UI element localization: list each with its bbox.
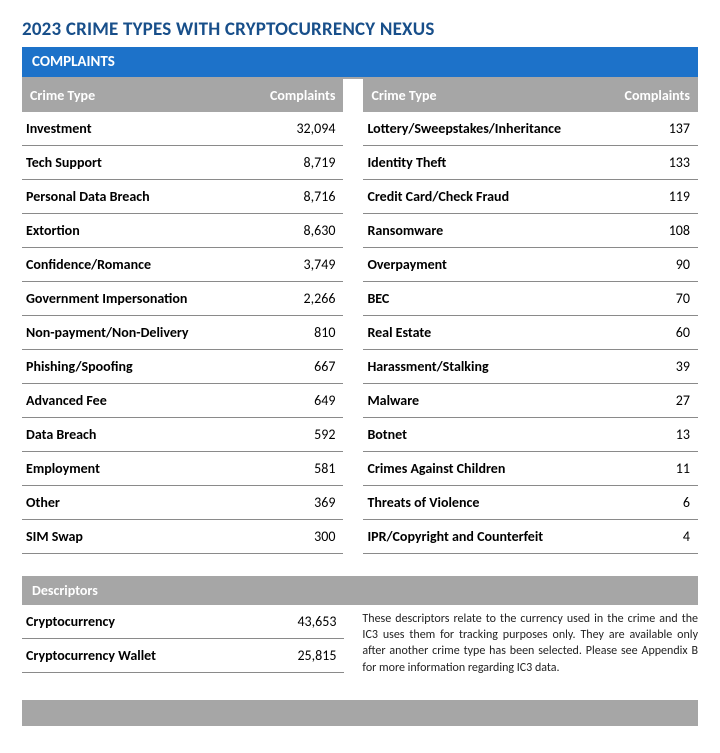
crime-type-cell: Malware — [363, 384, 604, 418]
crime-type-cell: Phishing/Spoofing — [22, 350, 241, 384]
complaints-cell: 8,716 — [241, 180, 344, 214]
complaints-cell: 8,719 — [241, 146, 344, 180]
crime-type-cell: IPR/Copyright and Counterfeit — [363, 520, 604, 554]
col-header-crime-type: Crime Type — [22, 79, 241, 112]
complaints-cell: 810 — [241, 316, 344, 350]
descriptor-label: Cryptocurrency Wallet — [22, 639, 235, 673]
complaints-cell: 108 — [604, 214, 698, 248]
descriptor-count: 43,653 — [235, 605, 345, 639]
complaints-cell: 137 — [604, 112, 698, 146]
descriptor-count: 25,815 — [235, 639, 345, 673]
complaints-cell: 90 — [604, 248, 698, 282]
complaints-cell: 3,749 — [241, 248, 344, 282]
crime-type-cell: Harassment/Stalking — [363, 350, 604, 384]
table-row: Advanced Fee649 — [22, 384, 343, 418]
complaints-cell: 369 — [241, 486, 344, 520]
crime-type-cell: Real Estate — [363, 316, 604, 350]
crime-type-cell: Extortion — [22, 214, 241, 248]
table-row: Other369 — [22, 486, 343, 520]
complaints-cell: 581 — [241, 452, 344, 486]
complaints-cell: 8,630 — [241, 214, 344, 248]
table-row: Employment581 — [22, 452, 343, 486]
crime-type-cell: Botnet — [363, 418, 604, 452]
footer-bar — [22, 700, 698, 726]
complaints-cell: 649 — [241, 384, 344, 418]
crime-type-cell: Other — [22, 486, 241, 520]
table-row: Overpayment90 — [363, 248, 698, 282]
crime-type-cell: Data Breach — [22, 418, 241, 452]
table-row: Investment32,094 — [22, 112, 343, 146]
table-row: BEC70 — [363, 282, 698, 316]
table-row: Threats of Violence6 — [363, 486, 698, 520]
crime-type-cell: Confidence/Romance — [22, 248, 241, 282]
complaints-cell: 119 — [604, 180, 698, 214]
crime-type-cell: SIM Swap — [22, 520, 241, 554]
col-header-complaints: Complaints — [604, 79, 698, 112]
complaints-cell: 13 — [604, 418, 698, 452]
table-row: Lottery/Sweepstakes/Inheritance137 — [363, 112, 698, 146]
crime-type-cell: Investment — [22, 112, 241, 146]
crime-type-cell: Employment — [22, 452, 241, 486]
table-row: Botnet13 — [363, 418, 698, 452]
table-row: Personal Data Breach8,716 — [22, 180, 343, 214]
complaints-table-right: Crime Type Complaints Lottery/Sweepstake… — [363, 79, 698, 554]
crime-type-cell: Lottery/Sweepstakes/Inheritance — [363, 112, 604, 146]
crime-type-cell: Credit Card/Check Fraud — [363, 180, 604, 214]
table-row: Ransomware108 — [363, 214, 698, 248]
descriptor-label: Cryptocurrency — [22, 605, 235, 639]
crime-type-cell: Advanced Fee — [22, 384, 241, 418]
complaints-cell: 4 — [604, 520, 698, 554]
col-header-crime-type: Crime Type — [363, 79, 604, 112]
table-row: Malware27 — [363, 384, 698, 418]
crime-type-cell: Identity Theft — [363, 146, 604, 180]
descriptors-table: Cryptocurrency43,653Cryptocurrency Walle… — [22, 605, 344, 673]
table-row: Confidence/Romance3,749 — [22, 248, 343, 282]
table-row: Harassment/Stalking39 — [363, 350, 698, 384]
complaints-cell: 27 — [604, 384, 698, 418]
table-row: IPR/Copyright and Counterfeit4 — [363, 520, 698, 554]
descriptors-header: Descriptors — [22, 576, 698, 605]
crime-type-cell: Tech Support — [22, 146, 241, 180]
complaints-tables: Crime Type Complaints Investment32,094Te… — [22, 79, 698, 554]
complaints-cell: 70 — [604, 282, 698, 316]
col-header-complaints: Complaints — [241, 79, 344, 112]
table-row: Data Breach592 — [22, 418, 343, 452]
table-row: Credit Card/Check Fraud119 — [363, 180, 698, 214]
complaints-cell: 11 — [604, 452, 698, 486]
table-row: Phishing/Spoofing667 — [22, 350, 343, 384]
table-row: Cryptocurrency Wallet25,815 — [22, 639, 344, 673]
table-row: Cryptocurrency43,653 — [22, 605, 344, 639]
crime-type-cell: Ransomware — [363, 214, 604, 248]
complaints-cell: 133 — [604, 146, 698, 180]
crime-type-cell: BEC — [363, 282, 604, 316]
complaints-cell: 667 — [241, 350, 344, 384]
descriptors-section: Cryptocurrency43,653Cryptocurrency Walle… — [22, 605, 698, 676]
complaints-cell: 2,266 — [241, 282, 344, 316]
table-row: Tech Support8,719 — [22, 146, 343, 180]
crime-type-cell: Overpayment — [363, 248, 604, 282]
complaints-cell: 6 — [604, 486, 698, 520]
crime-type-cell: Crimes Against Children — [363, 452, 604, 486]
table-row: Government Impersonation2,266 — [22, 282, 343, 316]
complaints-table-left: Crime Type Complaints Investment32,094Te… — [22, 79, 343, 554]
complaints-cell: 300 — [241, 520, 344, 554]
complaints-cell: 60 — [604, 316, 698, 350]
table-row: Crimes Against Children11 — [363, 452, 698, 486]
crime-type-cell: Government Impersonation — [22, 282, 241, 316]
complaints-banner: COMPLAINTS — [22, 47, 698, 79]
complaints-cell: 32,094 — [241, 112, 344, 146]
complaints-cell: 39 — [604, 350, 698, 384]
crime-type-cell: Threats of Violence — [363, 486, 604, 520]
table-row: Identity Theft133 — [363, 146, 698, 180]
page-title: 2023 CRIME TYPES WITH CRYPTOCURRENCY NEX… — [22, 18, 698, 41]
complaints-cell: 592 — [241, 418, 344, 452]
crime-type-cell: Personal Data Breach — [22, 180, 241, 214]
descriptors-note: These descriptors relate to the currency… — [362, 605, 698, 676]
table-row: Non-payment/Non-Delivery810 — [22, 316, 343, 350]
table-row: Real Estate60 — [363, 316, 698, 350]
crime-type-cell: Non-payment/Non-Delivery — [22, 316, 241, 350]
table-row: SIM Swap300 — [22, 520, 343, 554]
table-row: Extortion8,630 — [22, 214, 343, 248]
